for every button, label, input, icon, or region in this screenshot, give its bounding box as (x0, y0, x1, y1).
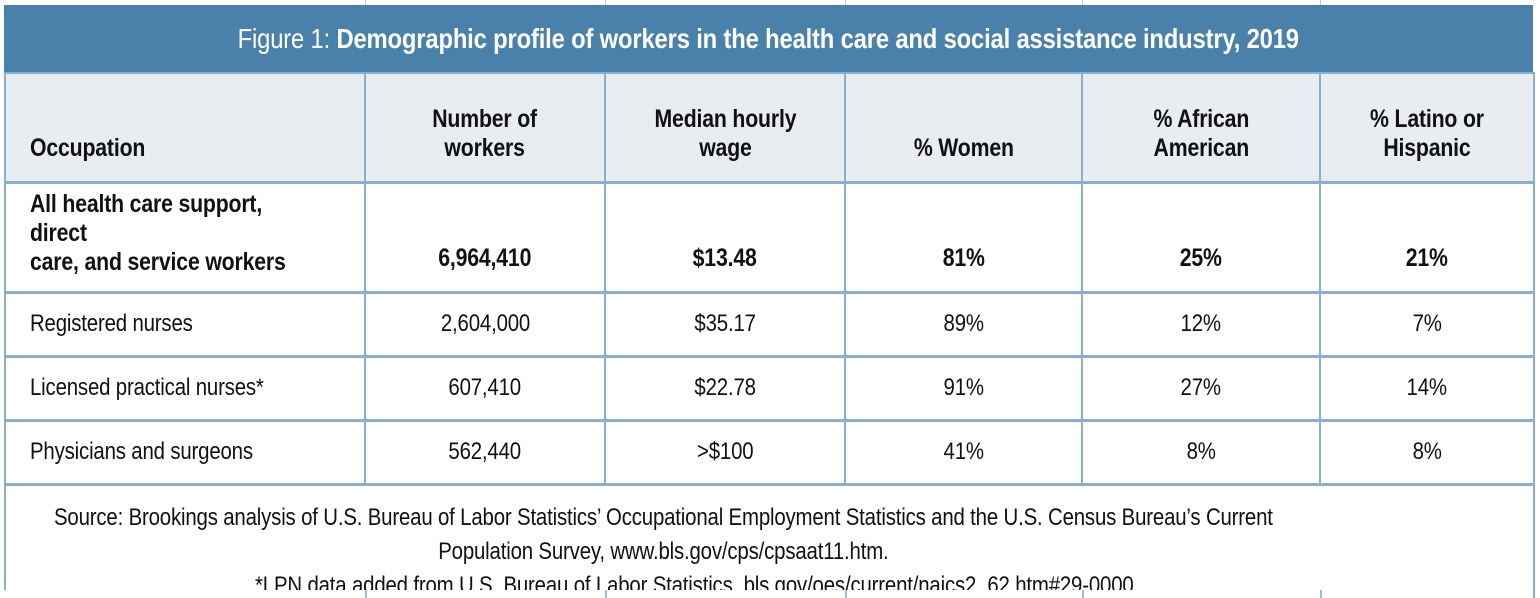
demographics-table: Occupation Number of workers Median hour… (4, 72, 1535, 598)
row-licensed-practical-nurses: Licensed practical nurses* 607,410 $22.7… (4, 355, 1535, 422)
cell-wage: $22.78 (604, 355, 846, 422)
row-all-health-care-workers: All health care support, direct care, an… (4, 181, 1535, 294)
source-line: Source: Brookings analysis of U.S. Burea… (53, 503, 1273, 565)
cell-pct-women: 91% (844, 355, 1083, 422)
grid-divider (1082, 0, 1083, 5)
figure-title-bar: Figure 1: Demographic profile of workers… (4, 5, 1533, 72)
cell-pct-women: 81% (844, 181, 1083, 294)
header-pct-women: % Women (844, 72, 1083, 184)
header-occupation: Occupation (4, 72, 366, 184)
grid-divider (1320, 0, 1321, 5)
grid-divider (605, 590, 607, 598)
cell-wage: $13.48 (604, 181, 846, 294)
cropped-row-below (4, 590, 1533, 598)
grid-divider (845, 590, 847, 598)
row-physicians-and-surgeons: Physicians and surgeons 562,440 >$100 41… (4, 419, 1535, 486)
grid-divider (1082, 590, 1084, 598)
figure-title-text: Demographic profile of workers in the he… (336, 23, 1300, 54)
cell-pct-latino-hispanic: 8% (1319, 419, 1535, 486)
source-note-cell: Source: Brookings analysis of U.S. Burea… (4, 483, 1535, 598)
header-median-hourly-wage: Median hourly wage (604, 72, 846, 184)
cell-pct-african-american: 8% (1081, 419, 1321, 486)
header-number-of-workers: Number of workers (364, 72, 606, 184)
grid-divider (365, 0, 366, 5)
cropped-row-above (4, 0, 1533, 5)
cell-pct-african-american: 27% (1081, 355, 1321, 422)
cell-workers: 2,604,000 (364, 291, 606, 358)
grid-divider (1320, 590, 1322, 598)
cell-pct-women: 89% (844, 291, 1083, 358)
cell-occupation: Licensed practical nurses* (4, 355, 366, 422)
cell-pct-african-american: 12% (1081, 291, 1321, 358)
grid-divider (365, 590, 367, 598)
cell-workers: 562,440 (364, 419, 606, 486)
cell-pct-latino-hispanic: 21% (1319, 181, 1535, 294)
cell-pct-latino-hispanic: 14% (1319, 355, 1535, 422)
cell-occupation: Registered nurses (4, 291, 366, 358)
figure-title: Figure 1: Demographic profile of workers… (238, 5, 1299, 72)
cell-wage: $35.17 (604, 291, 846, 358)
source-note-row: Source: Brookings analysis of U.S. Burea… (4, 483, 1535, 598)
cell-pct-african-american: 25% (1081, 181, 1321, 294)
figure-label: Figure 1: (237, 23, 337, 54)
cell-pct-latino-hispanic: 7% (1319, 291, 1535, 358)
cell-workers: 607,410 (364, 355, 606, 422)
header-row: Occupation Number of workers Median hour… (4, 72, 1535, 184)
cell-occupation: Physicians and surgeons (4, 419, 366, 486)
cell-occupation: All health care support, direct care, an… (4, 181, 366, 294)
row-registered-nurses: Registered nurses 2,604,000 $35.17 89% 1… (4, 291, 1535, 358)
cell-wage: >$100 (604, 419, 846, 486)
header-pct-african-american: % African American (1081, 72, 1321, 184)
grid-divider (605, 0, 606, 5)
header-pct-latino-hispanic: % Latino or Hispanic (1319, 72, 1535, 184)
grid-divider (845, 0, 846, 5)
cell-workers: 6,964,410 (364, 181, 606, 294)
cell-pct-women: 41% (844, 419, 1083, 486)
